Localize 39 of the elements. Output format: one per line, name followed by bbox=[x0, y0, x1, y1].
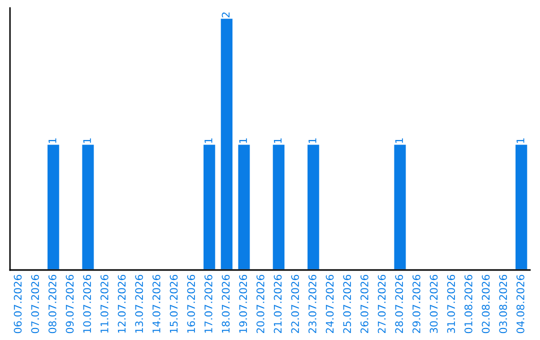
data-label: 1 bbox=[48, 138, 56, 143]
x-tick-label: 31.07.2026 bbox=[447, 274, 456, 334]
x-tick-label: 09.07.2026 bbox=[66, 274, 74, 334]
data-label: 1 bbox=[395, 138, 403, 143]
x-tick-label: 10.07.2026 bbox=[83, 274, 92, 333]
data-label: 2 bbox=[222, 12, 230, 18]
x-tick-label: 30.07.2026 bbox=[430, 274, 438, 334]
x-tick-label: 28.07.2026 bbox=[395, 274, 404, 334]
x-tick-label: 29.07.2026 bbox=[412, 274, 420, 334]
x-tick-label: 20.07.2026 bbox=[256, 274, 264, 334]
x-tick-label: 26.07.2026 bbox=[360, 274, 368, 334]
x-tick-label: 08.07.2026 bbox=[48, 274, 56, 334]
x-tick-label: 04.08.2026 bbox=[516, 274, 524, 334]
x-tick-label: 19.07.2026 bbox=[239, 274, 248, 333]
x-tick-label: 16.07.2026 bbox=[187, 274, 196, 333]
x-tick-label: 11.07.2026 bbox=[100, 274, 108, 333]
x-tick-label: 23.07.2026 bbox=[308, 274, 316, 334]
x-tick-label: 13.07.2026 bbox=[135, 274, 144, 333]
data-label: 1 bbox=[239, 138, 247, 143]
data-label: 1 bbox=[274, 138, 282, 143]
data-label: 1 bbox=[83, 138, 91, 143]
x-tick-label: 03.08.2026 bbox=[499, 274, 508, 334]
x-tick-label: 17.07.2026 bbox=[204, 274, 212, 333]
x-tick-label: 12.07.2026 bbox=[118, 274, 126, 333]
x-tick-label: 21.07.2026 bbox=[274, 274, 282, 334]
data-label: 1 bbox=[308, 138, 316, 143]
data-label: 1 bbox=[204, 138, 212, 143]
x-tick-label: 14.07.2026 bbox=[152, 274, 160, 333]
x-tick-label: 07.07.2026 bbox=[31, 274, 40, 334]
x-tick-label: 01.08.2026 bbox=[464, 274, 472, 334]
x-tick-label: 02.08.2026 bbox=[482, 274, 490, 334]
x-tick-label: 06.07.2026 bbox=[14, 274, 22, 334]
x-tick-label: 25.07.2026 bbox=[343, 274, 352, 334]
x-tick-label: 15.07.2026 bbox=[170, 274, 178, 333]
data-label: 1 bbox=[516, 138, 524, 143]
x-tick-label: 27.07.2026 bbox=[378, 274, 386, 334]
x-tick-label: 18.07.2026 bbox=[222, 274, 230, 333]
x-tick-label: 24.07.2026 bbox=[326, 274, 334, 334]
x-tick-label: 22.07.2026 bbox=[291, 274, 300, 334]
